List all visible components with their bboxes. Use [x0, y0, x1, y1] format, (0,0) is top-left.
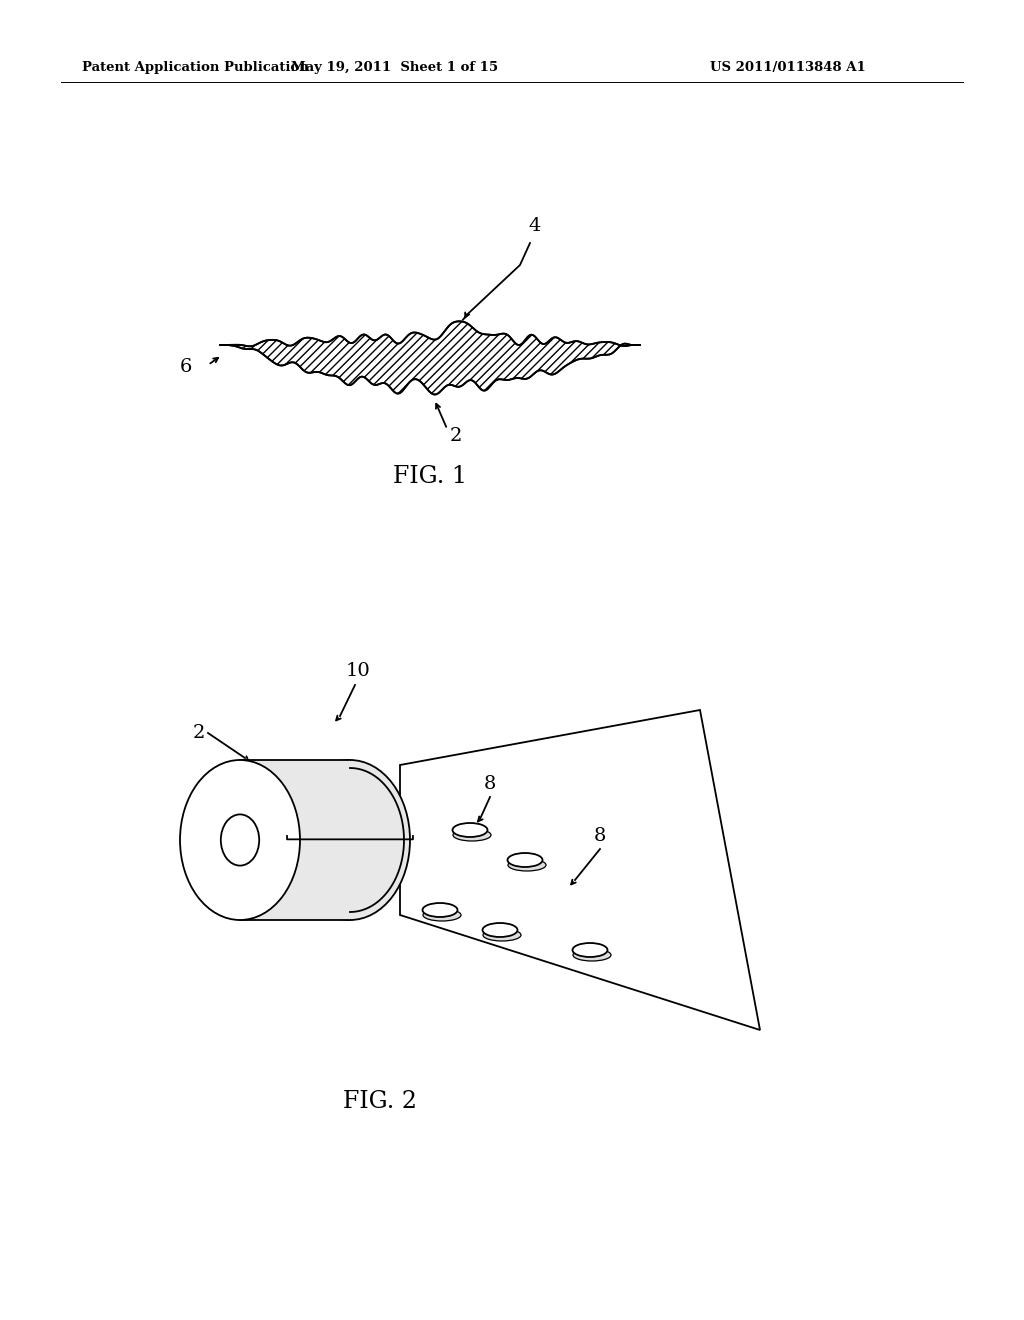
Ellipse shape	[508, 859, 546, 871]
Text: May 19, 2011  Sheet 1 of 15: May 19, 2011 Sheet 1 of 15	[292, 62, 499, 74]
Text: 8: 8	[594, 828, 606, 845]
Ellipse shape	[483, 929, 521, 941]
Polygon shape	[220, 321, 640, 395]
Text: Patent Application Publication: Patent Application Publication	[82, 62, 309, 74]
Polygon shape	[240, 760, 350, 920]
Ellipse shape	[290, 760, 410, 920]
Text: 2: 2	[193, 723, 205, 742]
Text: US 2011/0113848 A1: US 2011/0113848 A1	[710, 62, 865, 74]
Text: 8: 8	[483, 775, 497, 793]
Ellipse shape	[453, 822, 487, 837]
Text: 2: 2	[450, 428, 462, 445]
Ellipse shape	[572, 942, 607, 957]
Ellipse shape	[180, 760, 300, 920]
Ellipse shape	[508, 853, 543, 867]
Text: 10: 10	[346, 663, 371, 680]
Ellipse shape	[423, 909, 461, 921]
Text: 6: 6	[179, 358, 193, 376]
Polygon shape	[400, 710, 760, 1030]
Text: 4: 4	[528, 216, 542, 235]
Ellipse shape	[453, 829, 490, 841]
Text: FIG. 1: FIG. 1	[393, 465, 467, 488]
Ellipse shape	[573, 949, 611, 961]
Ellipse shape	[423, 903, 458, 917]
Text: FIG. 2: FIG. 2	[343, 1090, 417, 1113]
Ellipse shape	[221, 814, 259, 866]
Ellipse shape	[482, 923, 517, 937]
